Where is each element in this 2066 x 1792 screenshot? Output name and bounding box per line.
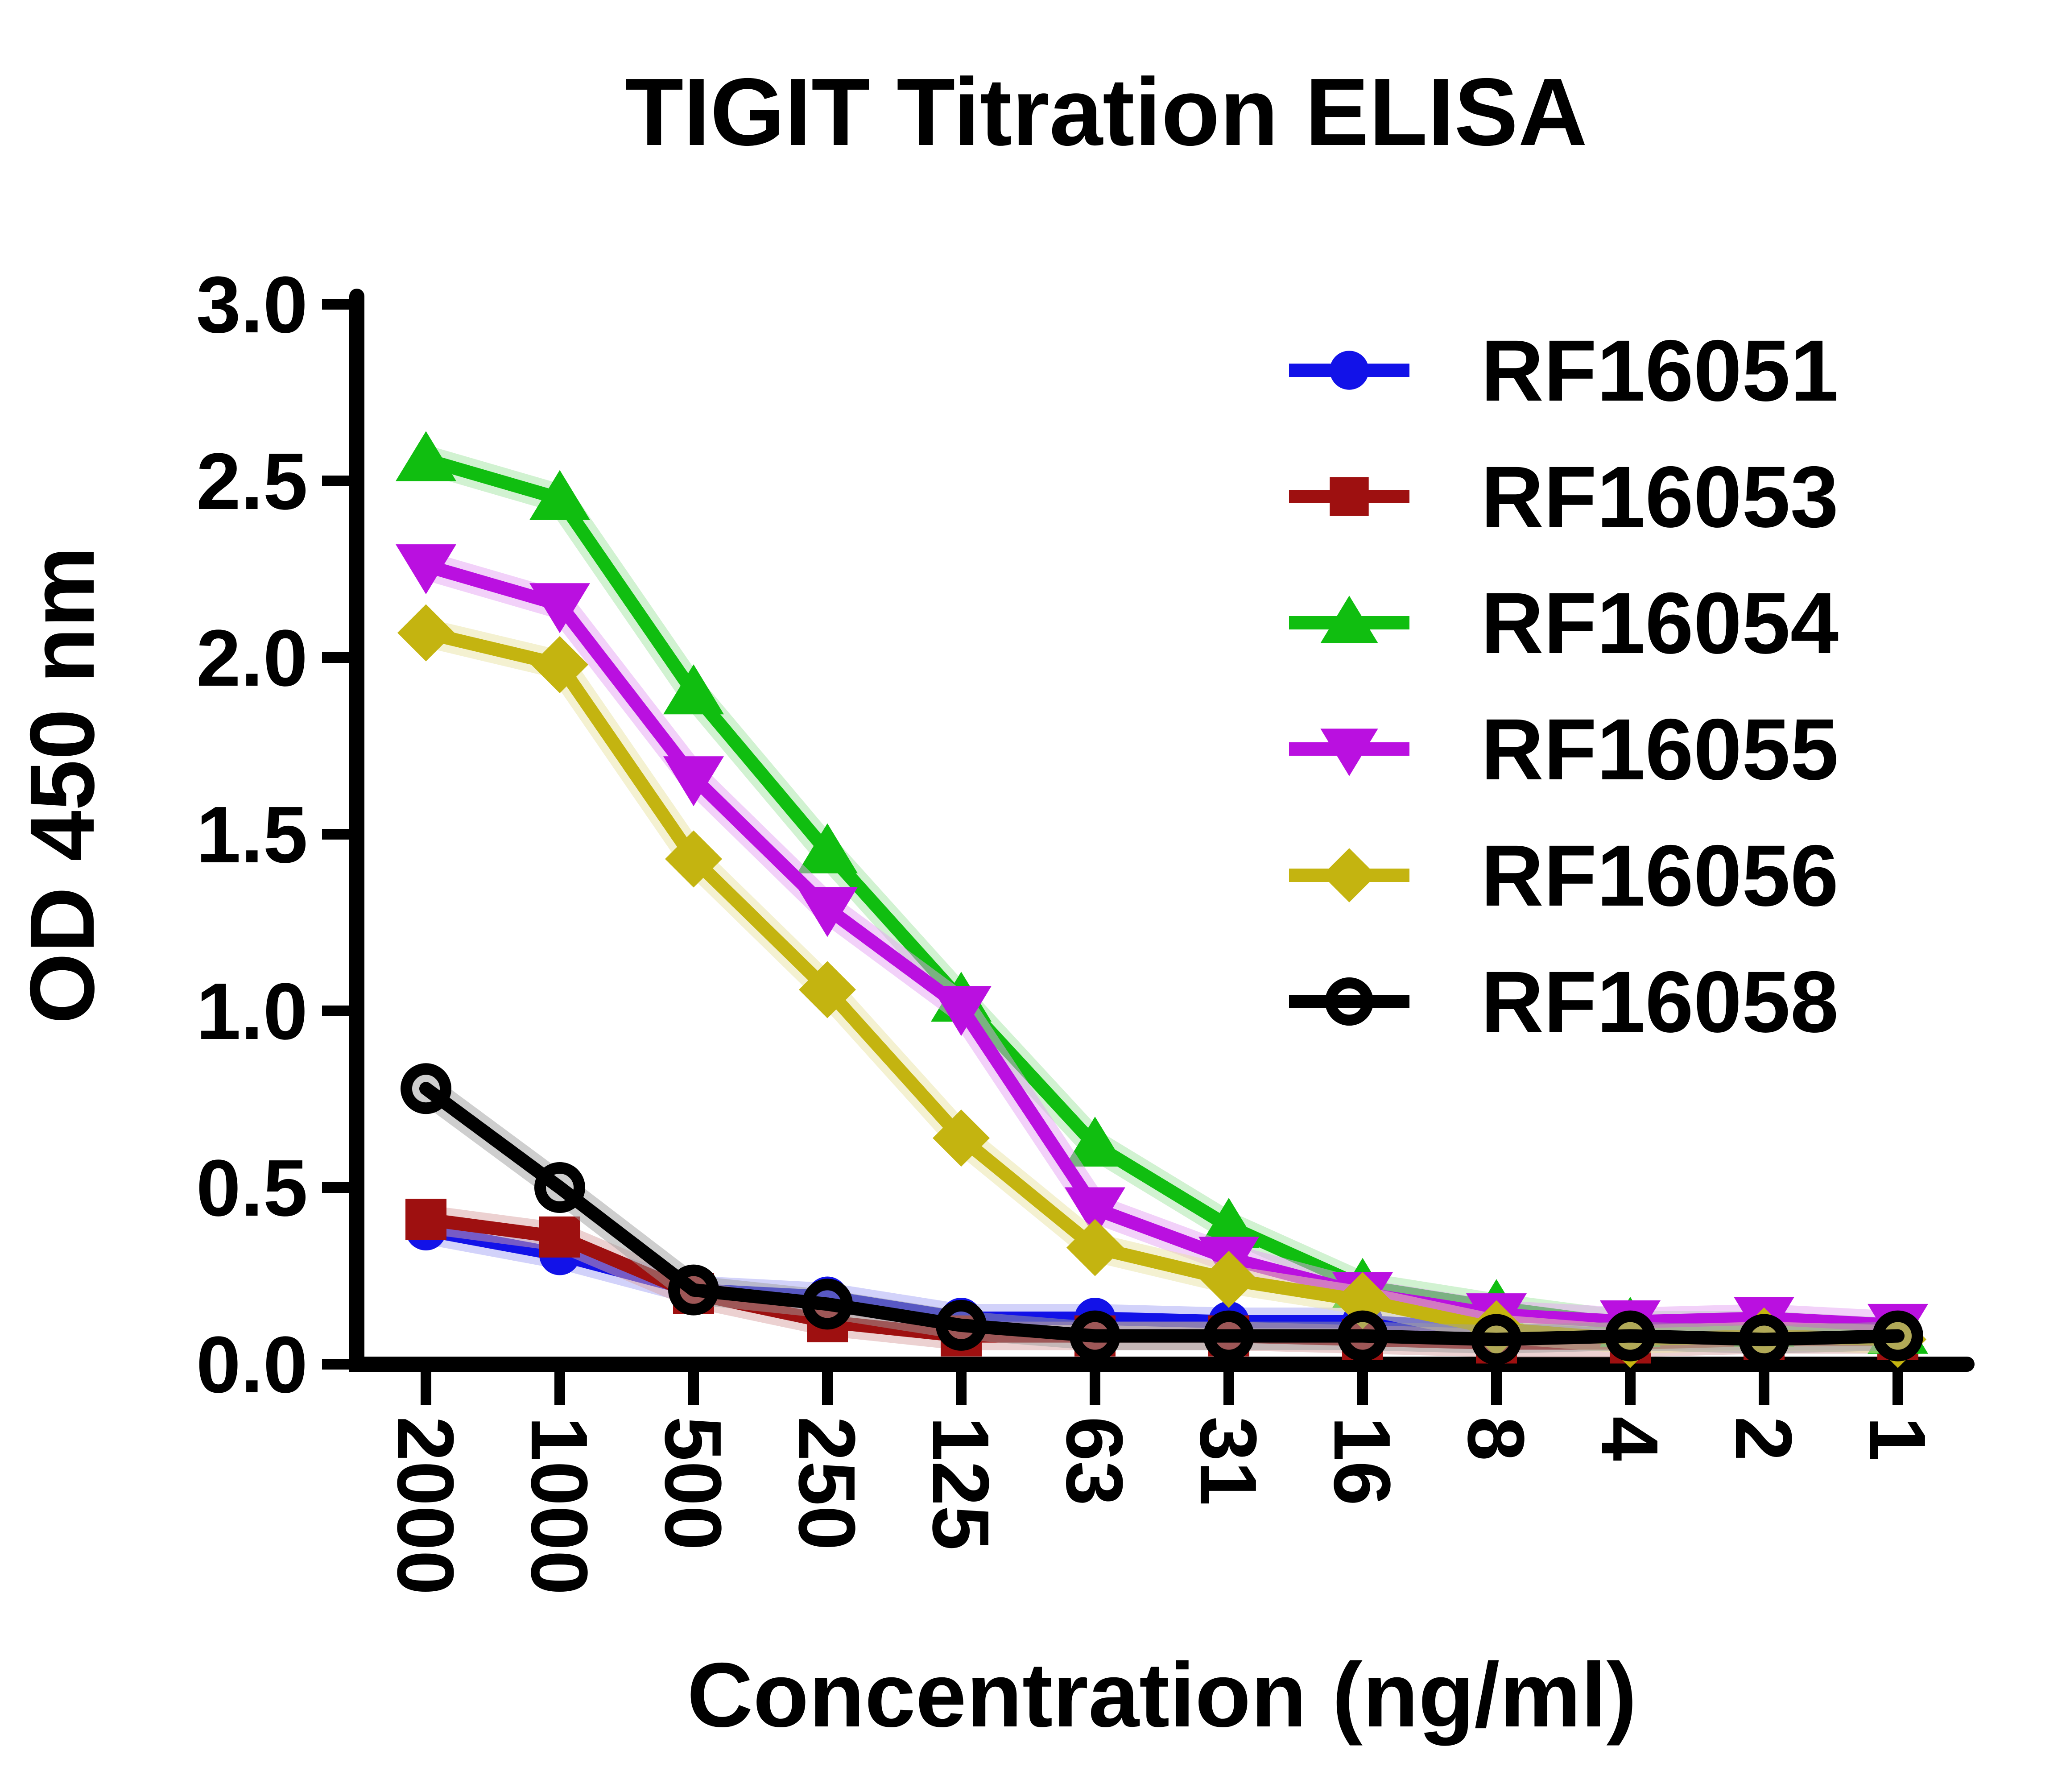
legend-item-RF16056: RF16056 xyxy=(1289,827,1839,924)
legend-label: RF16053 xyxy=(1481,448,1839,546)
marker-diamond xyxy=(531,636,588,693)
marker-triangle-down xyxy=(797,887,858,937)
marker-triangle-up xyxy=(396,431,456,481)
marker-open-circle xyxy=(1325,977,1374,1026)
legend-label: RF16055 xyxy=(1481,701,1839,798)
x-tick-label: 1000 xyxy=(514,1416,604,1595)
marker-triangle-up xyxy=(1198,1198,1259,1248)
y-tick-label: 0.5 xyxy=(196,1143,308,1233)
x-tick-label: 500 xyxy=(648,1416,738,1550)
marker-triangle-up xyxy=(529,470,590,520)
marker-triangle-up xyxy=(797,823,858,873)
marker-triangle-down xyxy=(396,544,456,595)
legend: RF16051 RF16053 RF16054 RF16055 RF16056 RF160… xyxy=(1289,322,1839,1051)
marker-open-circle xyxy=(534,1162,585,1213)
legend-item-RF16055: RF16055 xyxy=(1289,701,1839,798)
marker-square xyxy=(1330,477,1369,516)
marker-open-circle xyxy=(802,1279,853,1330)
axis-ticks xyxy=(322,299,1903,1405)
marker-open-circle xyxy=(1739,1314,1789,1365)
marker-open-circle xyxy=(1471,1314,1522,1365)
series-halo xyxy=(412,551,1912,1340)
marker-triangle-down xyxy=(1065,1187,1125,1237)
marker-diamond xyxy=(397,604,455,662)
marker-diamond xyxy=(665,830,722,888)
marker-diamond xyxy=(1200,1250,1257,1308)
marker-open-circle xyxy=(1203,1310,1254,1362)
x-tick-label: 8 xyxy=(1451,1416,1541,1461)
marker-triangle-up xyxy=(1065,1116,1125,1167)
y-tick-label: 3.0 xyxy=(196,260,308,350)
legend-item-RF16054: RF16054 xyxy=(1289,575,1839,672)
y-tick-label: 2.5 xyxy=(196,437,308,526)
x-tick-label: 2 xyxy=(1719,1416,1808,1461)
marker-triangle-down xyxy=(1320,728,1378,776)
marker-square xyxy=(405,1199,446,1240)
series-line xyxy=(419,559,1905,1332)
marker-triangle-down xyxy=(529,583,590,633)
marker-open-circle xyxy=(1872,1310,1923,1362)
marker-open-circle xyxy=(668,1264,719,1316)
series-halo xyxy=(412,1074,1912,1354)
marker-diamond xyxy=(933,1109,990,1167)
data-series xyxy=(396,431,1928,1368)
legend-item-RF16058: RF16058 xyxy=(1289,953,1839,1051)
marker-open-circle xyxy=(1605,1310,1656,1362)
marker-open-circle xyxy=(401,1063,451,1114)
y-tick-label: 0.0 xyxy=(196,1320,308,1410)
marker-square xyxy=(539,1216,580,1258)
series-RF16058 xyxy=(401,1063,1923,1365)
legend-item-RF16053: RF16053 xyxy=(1289,448,1839,546)
marker-triangle-up xyxy=(1320,596,1378,643)
marker-triangle-down xyxy=(931,986,992,1036)
legend-label: RF16056 xyxy=(1481,827,1839,924)
marker-open-circle xyxy=(1070,1310,1120,1362)
marker-circle xyxy=(1330,351,1369,390)
marker-open-circle xyxy=(1337,1310,1388,1362)
series-line xyxy=(419,1082,1905,1346)
x-tick-label: 2000 xyxy=(380,1416,470,1595)
legend-label: RF16051 xyxy=(1481,322,1839,419)
y-tick-label: 2.0 xyxy=(196,613,308,703)
y-axis-label: OD 450 nm xyxy=(11,546,113,1024)
chart-title: TIGIT Titration ELISA xyxy=(625,58,1587,166)
x-tick-label: 16 xyxy=(1317,1416,1407,1506)
legend-label: RF16058 xyxy=(1481,953,1839,1051)
legend-item-RF16051: RF16051 xyxy=(1289,322,1839,419)
x-tick-label: 31 xyxy=(1183,1416,1273,1506)
y-tick-label: 1.0 xyxy=(196,967,308,1056)
marker-diamond xyxy=(1334,1272,1391,1329)
marker-triangle-up xyxy=(663,664,724,715)
x-axis-label: Concentration (ng/ml) xyxy=(687,1644,1637,1746)
axis-tick-labels: 0.0 0.5 1.0 1.5 2.0 2.5 3.0 2000 1000 500 250 125 63… xyxy=(196,260,1942,1595)
marker-triangle-down xyxy=(663,756,724,807)
marker-diamond xyxy=(1066,1219,1124,1276)
x-tick-label: 63 xyxy=(1050,1416,1139,1506)
marker-diamond xyxy=(799,961,856,1018)
marker-open-circle xyxy=(936,1300,987,1351)
y-tick-label: 1.5 xyxy=(196,790,308,880)
x-tick-label: 1 xyxy=(1852,1416,1942,1461)
x-tick-label: 4 xyxy=(1585,1416,1674,1461)
marker-diamond xyxy=(1322,848,1376,902)
x-tick-label: 250 xyxy=(782,1416,872,1550)
x-tick-label: 125 xyxy=(916,1416,1005,1550)
legend-label: RF16054 xyxy=(1481,575,1839,672)
